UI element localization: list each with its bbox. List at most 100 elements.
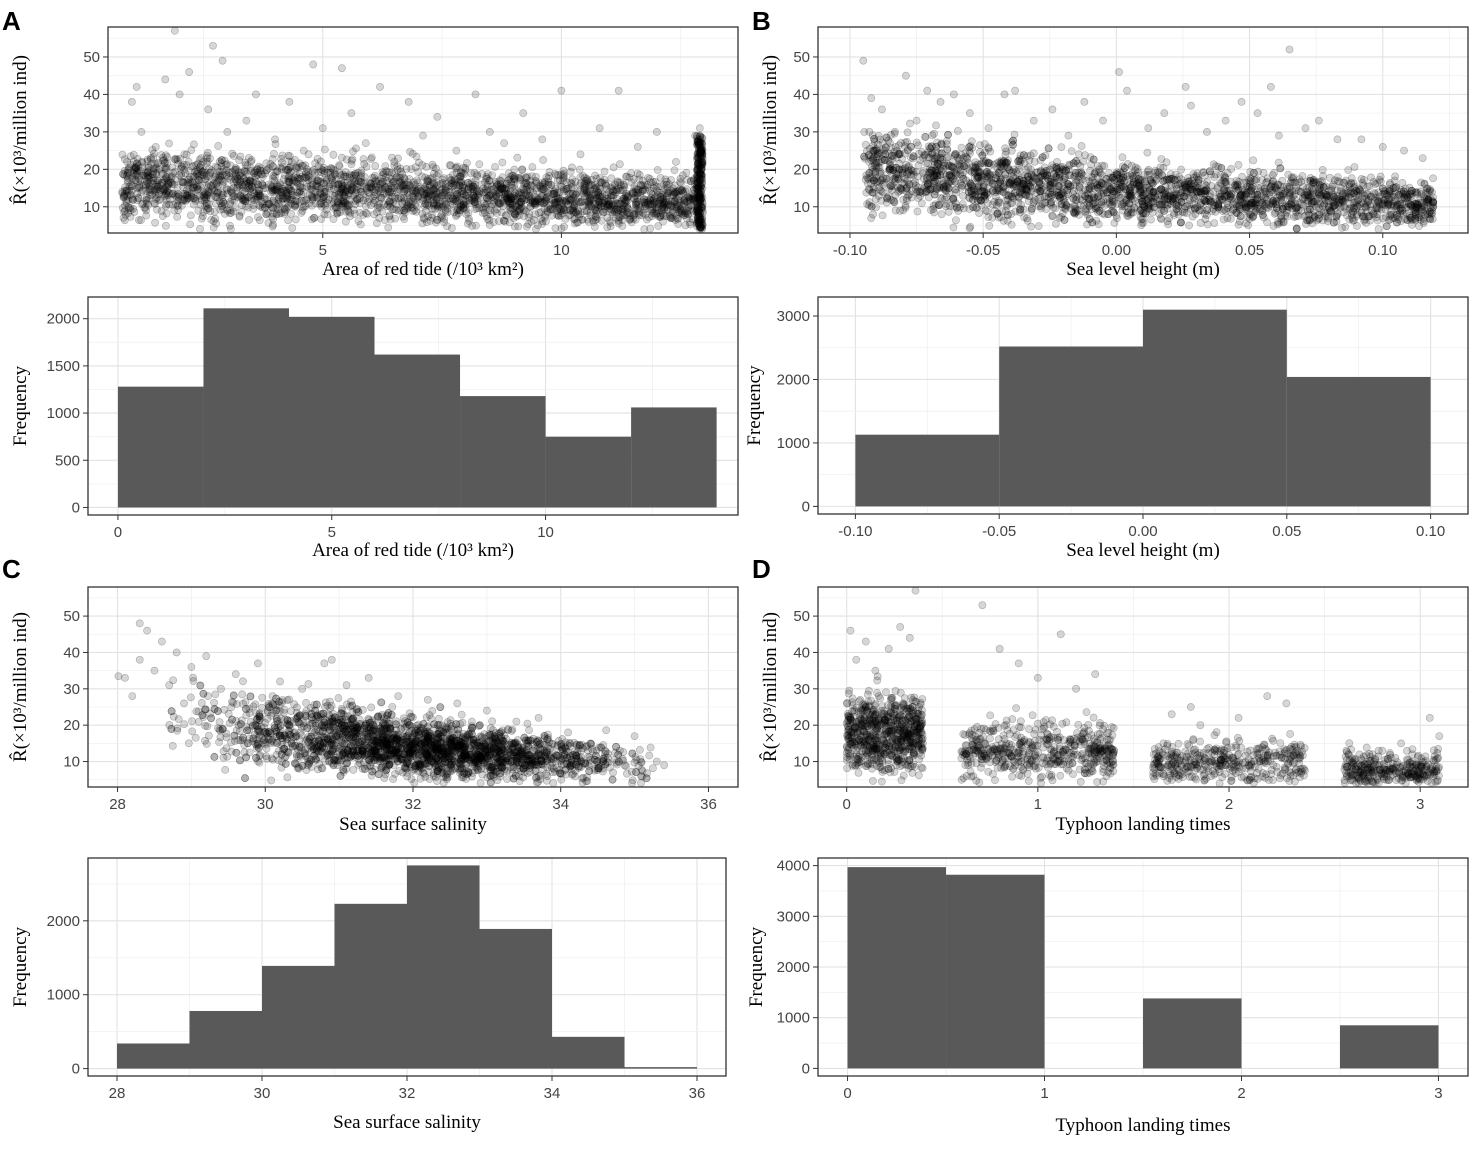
data-point: [629, 175, 638, 183]
data-point: [662, 177, 671, 186]
data-point: [343, 186, 351, 195]
data-point: [272, 182, 281, 191]
data-point: [653, 166, 662, 174]
data-point: [388, 168, 396, 177]
data-point: [461, 163, 470, 172]
data-point: [619, 180, 628, 189]
data-point: [292, 178, 301, 186]
data-point: [162, 190, 171, 199]
data-point: [695, 124, 704, 133]
data-point: [212, 171, 220, 180]
data-point: [165, 172, 174, 181]
data-point: [511, 173, 519, 181]
data-point: [356, 187, 365, 196]
data-point: [161, 221, 170, 230]
data-point: [329, 215, 338, 224]
data-point: [421, 182, 430, 191]
data-point: [175, 171, 184, 179]
data-point: [582, 191, 591, 200]
data-point: [580, 207, 589, 216]
data-point: [586, 186, 594, 195]
data-point: [141, 203, 150, 212]
data-point: [447, 224, 456, 232]
data-point: [352, 144, 360, 153]
data-point: [494, 198, 503, 207]
data-point: [162, 209, 171, 218]
data-point: [463, 219, 472, 228]
data-point: [682, 168, 691, 177]
histogram-bar[interactable]: [117, 386, 204, 508]
data-point: [400, 185, 409, 194]
data-point: [229, 192, 238, 201]
data-point: [686, 201, 695, 210]
data-point: [124, 204, 133, 213]
data-point: [452, 191, 461, 199]
data-point: [317, 202, 326, 211]
data-point: [284, 166, 292, 174]
data-point: [314, 176, 323, 185]
data-point: [296, 180, 305, 188]
data-point: [528, 163, 537, 171]
histogram-bar[interactable]: [545, 436, 632, 508]
data-point: [271, 172, 279, 181]
data-point: [400, 215, 409, 224]
data-point: [139, 171, 148, 180]
histogram-bar[interactable]: [631, 407, 717, 508]
data-point: [614, 86, 623, 95]
data-point: [341, 186, 350, 195]
data-point: [524, 220, 533, 229]
data-point: [423, 177, 432, 185]
data-point: [321, 174, 330, 182]
data-point: [618, 222, 627, 230]
data-point: [118, 204, 127, 212]
data-point: [456, 182, 464, 190]
data-point: [520, 188, 529, 197]
data-point: [285, 163, 294, 172]
data-point: [668, 214, 677, 223]
data-point: [359, 210, 368, 219]
data-point: [252, 90, 260, 99]
data-point: [1162, 158, 1171, 167]
data-point: [228, 195, 237, 204]
data-point: [641, 202, 650, 210]
data-point: [357, 166, 366, 175]
data-point: [645, 213, 653, 222]
data-point: [569, 208, 578, 217]
data-point: [283, 166, 291, 174]
data-point: [284, 151, 293, 160]
data-point: [441, 179, 450, 188]
data-point: [537, 214, 546, 223]
data-point: [660, 199, 669, 208]
data-point: [396, 164, 405, 173]
data-point: [308, 167, 317, 176]
data-point: [145, 185, 154, 193]
data-point: [296, 183, 305, 192]
data-point: [271, 135, 279, 144]
data-point: [335, 161, 343, 170]
data-point: [686, 220, 695, 229]
data-point: [256, 164, 265, 173]
data-point: [630, 209, 639, 218]
histogram-bar[interactable]: [460, 396, 546, 508]
histogram-bar[interactable]: [203, 308, 289, 508]
data-point: [1326, 173, 1334, 182]
data-point: [600, 202, 609, 211]
data-point: [691, 131, 699, 140]
data-point: [195, 181, 204, 190]
y-tick-label: 1500: [47, 358, 80, 375]
histogram-bar[interactable]: [288, 316, 375, 508]
data-point: [690, 174, 699, 183]
data-point: [341, 168, 350, 177]
data-point: [137, 216, 145, 225]
data-point: [502, 211, 511, 220]
data-point: [273, 167, 282, 176]
data-point: [520, 196, 529, 205]
data-point: [387, 181, 396, 190]
data-point: [464, 178, 473, 187]
data-point: [494, 199, 503, 208]
data-point: [432, 171, 441, 180]
data-point: [212, 199, 221, 208]
histogram-bar[interactable]: [374, 354, 461, 508]
data-point: [672, 189, 681, 198]
data-point: [984, 144, 993, 153]
